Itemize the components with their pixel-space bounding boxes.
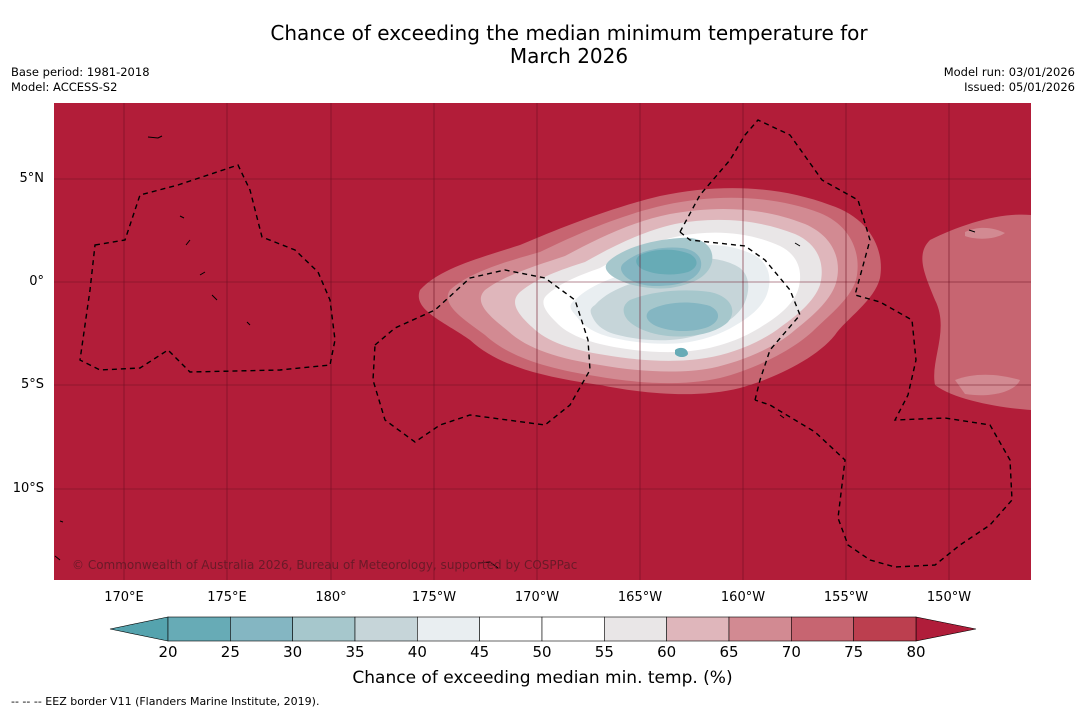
map-panel: [54, 103, 1031, 580]
eez-border-tuvalu-tokelau: [372, 269, 591, 443]
colorbar-tick-label: 55: [594, 643, 614, 661]
colorbar-tick-label: 40: [407, 643, 427, 661]
model-name: Model: ACCESS-S2: [11, 80, 118, 94]
base-period: Base period: 1981-2018: [11, 65, 150, 79]
colorbar-tick-label: 60: [657, 643, 677, 661]
graticule: [54, 103, 1031, 580]
lat-label-5n: 5°N: [19, 171, 45, 186]
lon-label-175e: 175°E: [207, 590, 247, 605]
base-info: Base period: 1981-2018 Model: ACCESS-S2: [11, 65, 150, 95]
eez-border-line-islands: [679, 119, 1013, 568]
colorbar-segment: [541, 616, 605, 642]
issued-date: Issued: 05/01/2026: [964, 80, 1075, 94]
islands: [54, 135, 976, 569]
colorbar-tick-label: 35: [345, 643, 365, 661]
colorbar-tick-label: 80: [906, 643, 926, 661]
colorbar-segment: [791, 616, 854, 642]
colorbar-tick-label: 45: [470, 643, 490, 661]
colorbar-tick-label: 20: [158, 643, 178, 661]
colorbar-tick-label: 50: [532, 643, 552, 661]
colorbar-segment: [604, 616, 667, 642]
colorbar-tick-label: 70: [781, 643, 801, 661]
colorbar-segment: [230, 616, 293, 642]
colorbar: [109, 616, 977, 642]
lon-label-180: 180°: [315, 590, 347, 605]
eez-border-kiribati-gilbert: [79, 164, 336, 373]
title-line-1: Chance of exceeding the median minimum t…: [270, 21, 868, 45]
anomaly-patch-east-top: [965, 227, 1005, 239]
colorbar-tick-label: 25: [220, 643, 240, 661]
colorbar-over-arrow: [915, 616, 977, 642]
contour-20: [636, 249, 697, 357]
lon-label-165w: 165°W: [617, 590, 663, 605]
eez-border-phoenix: [679, 231, 801, 401]
colorbar-segment: [354, 616, 418, 642]
colorbar-segment: [666, 616, 730, 642]
colorbar-segment: [417, 616, 480, 642]
colorbar-tick-label: 30: [283, 643, 303, 661]
colorbar-segment: [728, 616, 792, 642]
lat-label-5s: 5°S: [20, 377, 44, 392]
copyright-notice: © Commonwealth of Australia 2026, Bureau…: [72, 558, 578, 572]
model-run-date: Model run: 03/01/2026: [943, 65, 1075, 79]
eez-borders: [79, 119, 1013, 568]
colorbar-segment: [853, 616, 917, 642]
anomaly-patch-east: [922, 214, 1031, 410]
lon-label-160w: 160°W: [720, 590, 766, 605]
eez-footnote: -- -- -- EEZ border V11 (Flanders Marine…: [11, 695, 320, 708]
run-info: Model run: 03/01/2026 Issued: 05/01/2026: [944, 65, 1075, 95]
lat-label-10s: 10°S: [12, 481, 44, 496]
colorbar-label: Chance of exceeding median min. temp. (%…: [352, 668, 733, 688]
lon-label-150w: 150°W: [926, 590, 972, 605]
map-title: Chance of exceeding the median minimum t…: [0, 22, 1085, 68]
colorbar-tick-label: 75: [844, 643, 864, 661]
lon-label-155w: 155°W: [823, 590, 869, 605]
colorbar-segment: [167, 616, 231, 642]
colorbar-under-arrow: [109, 616, 169, 642]
colorbar-segment: [479, 616, 543, 642]
title-line-2: March 2026: [509, 44, 629, 68]
lon-label-170e: 170°E: [104, 590, 144, 605]
lon-label-170w: 170°W: [514, 590, 560, 605]
lat-label-0: 0°: [29, 274, 44, 289]
colorbar-segment: [292, 616, 356, 642]
lon-label-175w: 175°W: [411, 590, 457, 605]
colorbar-tick-label: 65: [719, 643, 739, 661]
